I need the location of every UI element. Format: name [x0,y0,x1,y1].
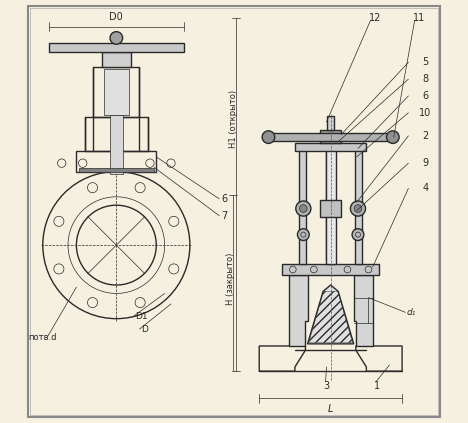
Bar [104,69,129,115]
Bar [299,146,306,264]
Polygon shape [307,285,354,344]
Text: 9: 9 [422,158,428,168]
Circle shape [296,201,311,216]
Bar [79,168,154,172]
Circle shape [262,131,275,143]
Bar [320,200,341,217]
Bar [327,115,334,130]
Text: 12: 12 [369,13,381,23]
Text: D1: D1 [135,312,148,321]
Text: 2: 2 [422,131,428,141]
Text: 5: 5 [422,58,428,67]
Circle shape [354,205,362,212]
Circle shape [298,229,309,241]
Text: 4: 4 [422,184,428,193]
Bar [49,43,183,52]
Bar [76,151,156,172]
Bar [321,131,341,143]
Circle shape [300,205,307,212]
Text: 3: 3 [323,381,329,391]
Bar [93,66,139,117]
Bar [110,115,123,174]
Bar [326,136,336,264]
Bar [85,117,148,151]
Text: 8: 8 [422,74,428,84]
Text: D: D [141,325,148,334]
Bar [282,264,379,275]
Text: H (закрыто): H (закрыто) [226,253,235,305]
Polygon shape [354,275,373,346]
Bar [102,52,131,66]
Text: 11: 11 [413,13,425,23]
Text: 1: 1 [374,381,380,391]
Bar [295,143,366,151]
Text: 10: 10 [419,108,431,118]
Bar [355,146,362,264]
Circle shape [351,201,366,216]
Circle shape [387,131,399,143]
Bar [266,134,395,140]
Bar [326,151,335,260]
Text: 6: 6 [422,91,428,101]
Text: потв.d: потв.d [28,333,57,342]
Bar [320,130,341,143]
Text: H1 (открыто): H1 (открыто) [229,90,238,148]
Text: D0: D0 [110,11,123,22]
Circle shape [352,229,364,241]
Text: 6: 6 [221,194,227,204]
Text: 7: 7 [221,211,227,221]
Text: d₁: d₁ [406,308,416,317]
Text: L: L [328,404,333,414]
Bar [265,133,396,141]
Polygon shape [289,275,307,346]
Circle shape [110,32,123,44]
